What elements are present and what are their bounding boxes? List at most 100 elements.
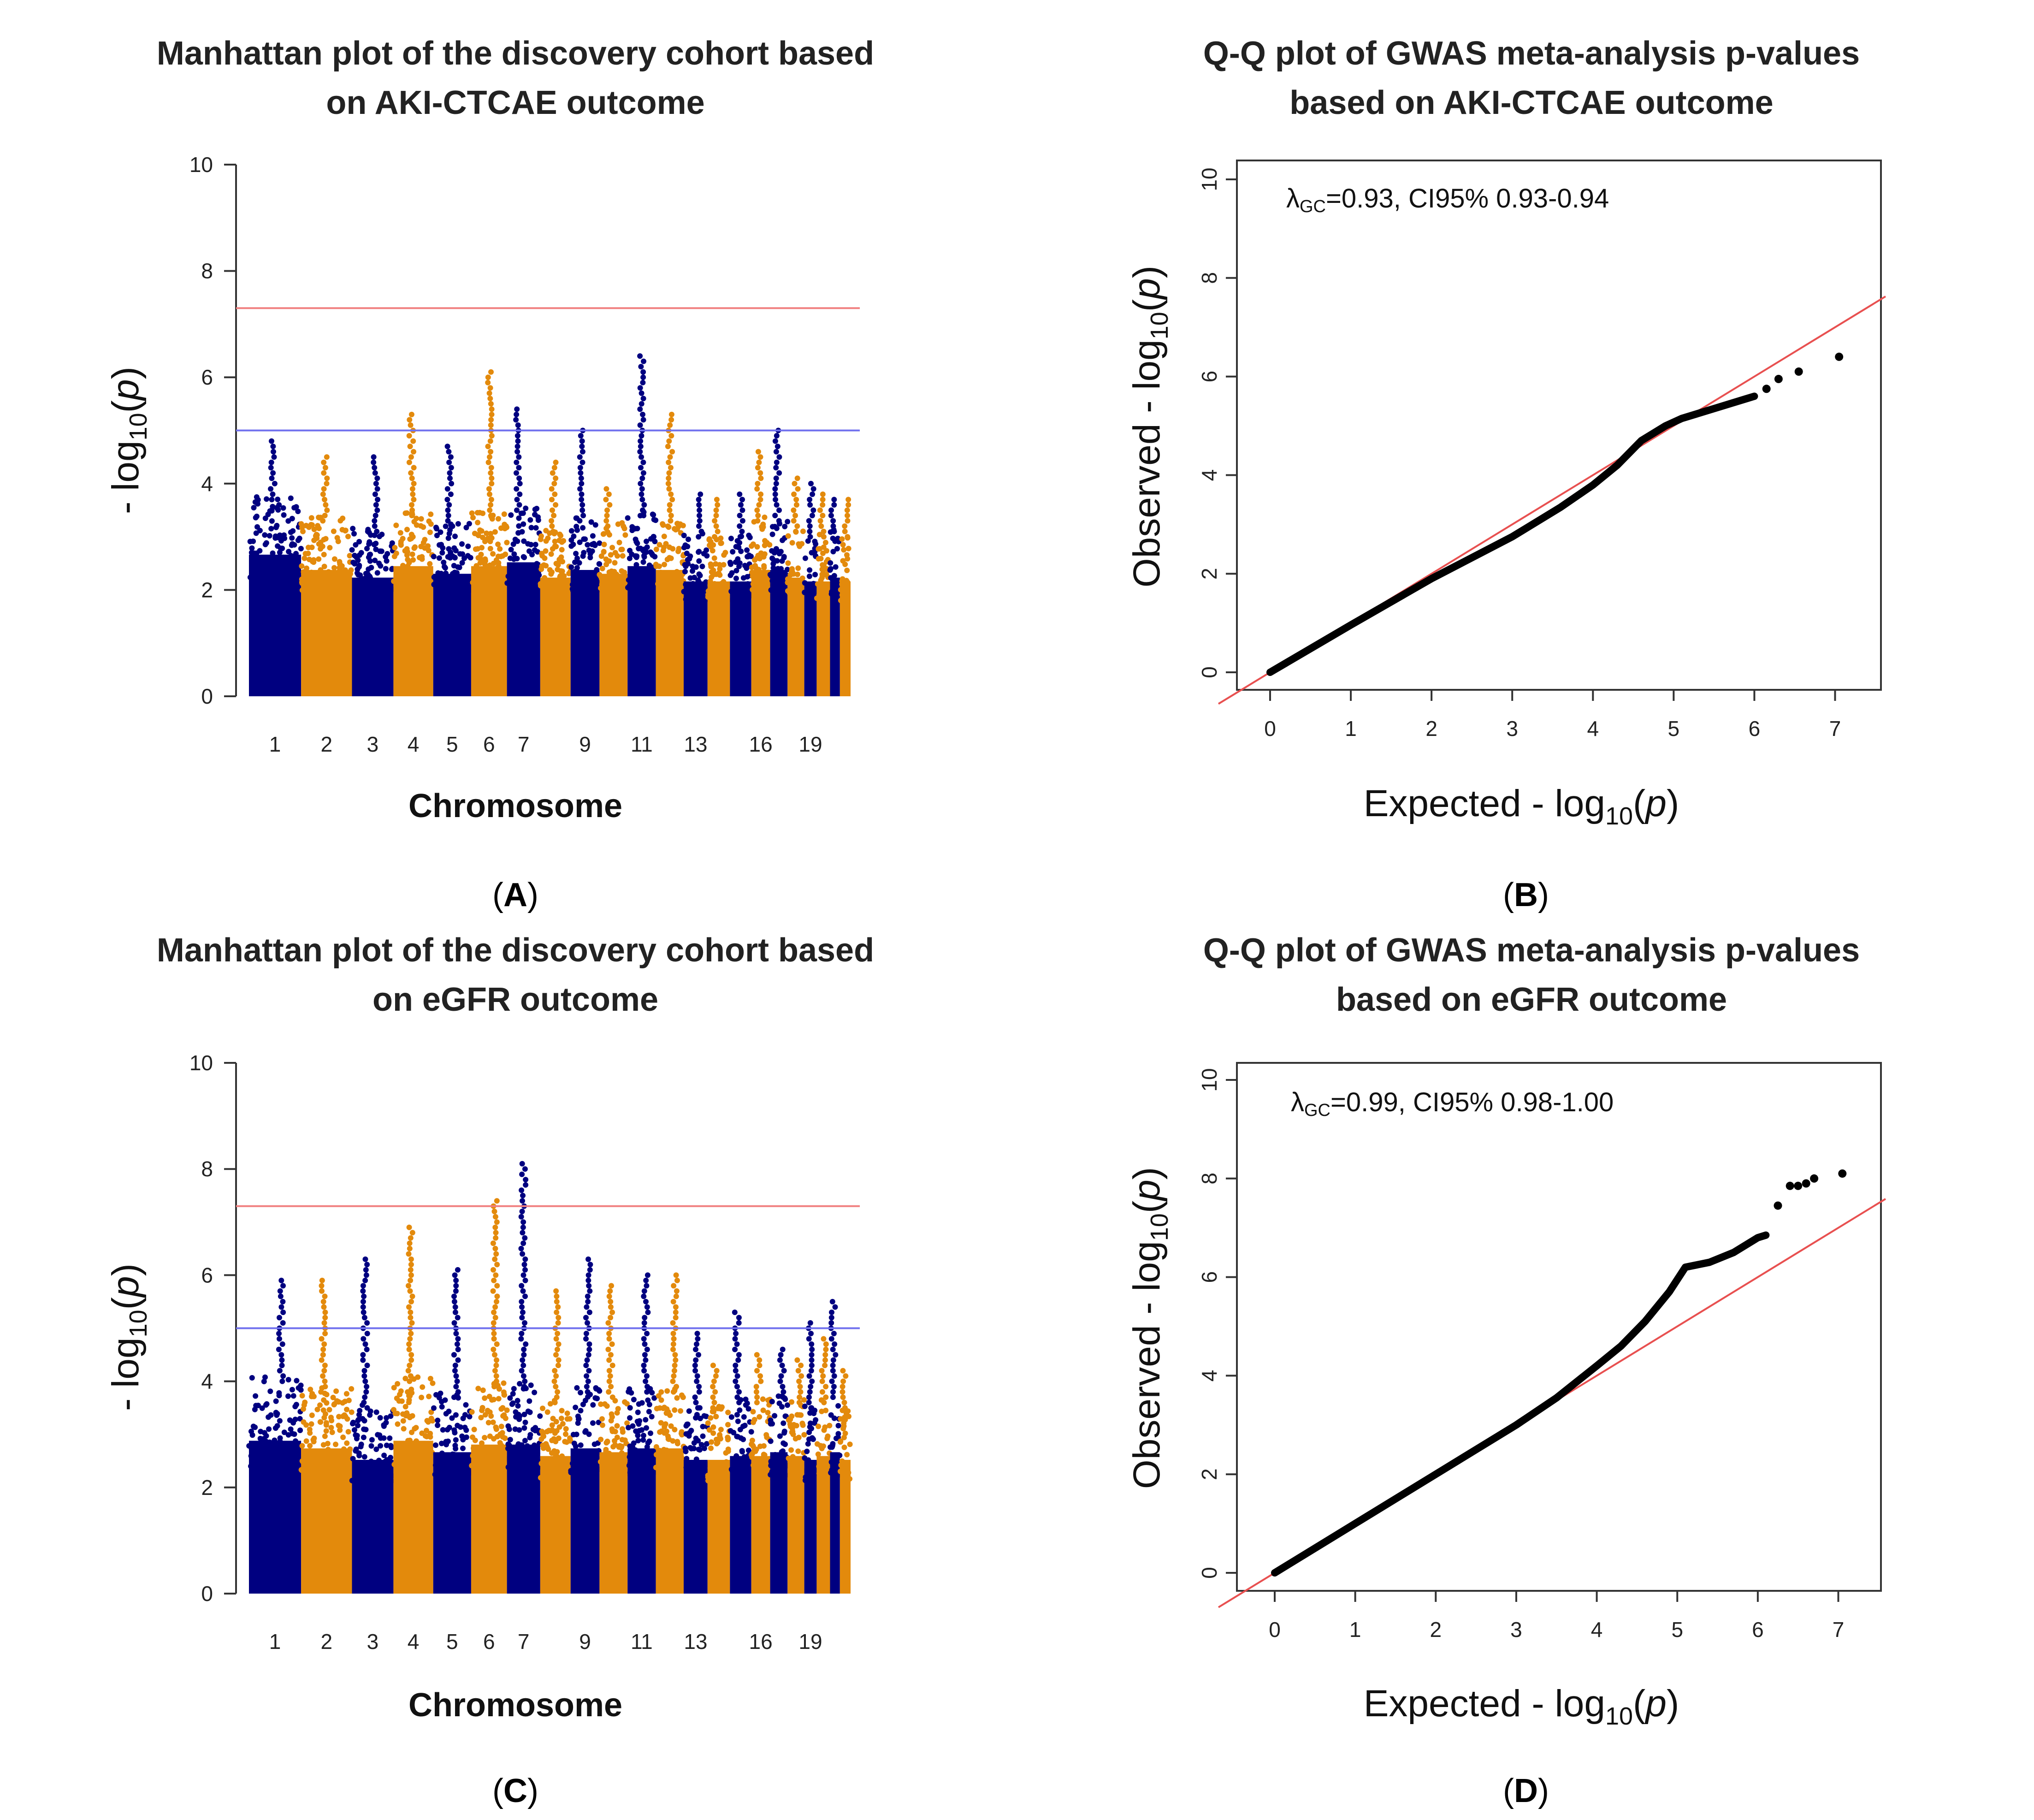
snp-point [452,534,458,539]
snp-point [521,1425,527,1431]
snp-peak-point [791,491,797,497]
snp-point [320,1442,326,1448]
snp-peak-point [643,1378,649,1384]
snp-peak-point [608,1315,614,1321]
snp-point [597,540,603,546]
snp-point [510,541,516,547]
snp-peak-point [673,1272,679,1278]
snp-point [277,550,283,556]
snp-peak-point [319,1357,325,1363]
snp-peak-point [640,396,646,402]
snp-point [521,580,527,585]
snp-point [350,526,356,532]
snp-point [263,540,269,546]
snp-point [266,1414,272,1420]
snp-point [717,1461,723,1466]
snp-point [383,566,389,572]
snp-peak-point [778,1373,784,1379]
snp-peak-point [322,465,328,471]
snp-peak-point [360,1298,366,1304]
snp-peak-point [609,1310,615,1315]
x-axis-label-p: p [1644,783,1667,824]
snp-point [806,573,812,579]
snp-peak-point [489,475,495,481]
snp-point [471,1445,477,1451]
snp-point [481,585,487,591]
snp-point [254,524,260,530]
snp-point [627,1454,633,1460]
snp-point [651,1456,657,1462]
snp-peak-point [493,1230,499,1236]
snp-point [276,1393,282,1399]
snp-peak-point [280,1373,286,1379]
snp-peak-point [713,507,719,513]
snp-point [708,1474,714,1480]
snp-point [711,1465,717,1471]
snp-point [411,545,417,551]
snp-point [498,1423,504,1429]
snp-point [425,1454,431,1460]
snp-point [358,1444,364,1450]
snp-point [751,1417,757,1423]
snp-peak-point [644,1346,650,1352]
snp-point [491,1397,497,1403]
snp-point [480,1387,486,1393]
snp-peak-point [486,486,492,492]
snp-point [650,512,656,518]
snp-point [525,1408,531,1414]
snp-point [678,582,684,588]
snp-peak-point [817,507,823,513]
snp-point [596,1448,602,1454]
snp-point [285,1448,291,1454]
snp-point [492,529,498,535]
snp-point [549,1437,555,1443]
snp-point [438,1390,443,1396]
snp-peak-point [587,1262,593,1268]
snp-peak-point [361,1368,367,1374]
snp-point [469,1409,475,1415]
snp-point [684,591,690,597]
snp-point [502,526,508,532]
snp-point [840,558,846,564]
snp-point [401,1426,407,1432]
snp-peak-point [271,454,277,460]
snp-point [640,1437,646,1443]
snp-point [760,1396,766,1402]
snp-point [807,1420,813,1426]
snp-point [608,1418,614,1423]
snp-peak-point [268,459,274,465]
snp-peak-point [494,1357,499,1363]
snp-point [558,1416,564,1422]
snp-peak-point [711,1399,717,1405]
manhattan-panel-c: Manhattan plot of the discovery cohort b… [105,932,874,1809]
snp-point [601,541,607,547]
snp-point [626,1463,632,1469]
snp-peak-point [668,417,674,423]
snp-peak-point [736,1399,742,1405]
snp-peak-point [829,1378,835,1384]
snp-point [465,543,471,549]
snp-point [324,1400,330,1406]
snp-peak-point [668,433,674,439]
snp-point [496,563,502,569]
snp-point [750,587,756,593]
snp-point [538,583,544,589]
snp-peak-point [608,1298,614,1304]
x-tick-label: 7 [518,1630,530,1654]
snp-point [814,1441,820,1447]
snp-point [708,1445,714,1451]
snp-peak-point [485,444,491,450]
snp-peak-point [322,1315,328,1321]
snp-point [603,1448,609,1454]
snp-point [669,1452,675,1458]
snp-peak-point [374,507,380,513]
snp-peak-point [606,1331,612,1336]
chromosome-12-points [653,411,686,696]
snp-peak-point [831,528,837,534]
snp-peak-point [319,1288,325,1294]
snp-point [460,1446,466,1451]
snp-point [288,529,294,535]
snp-point [487,1433,493,1439]
snp-point [443,570,449,576]
snp-point [357,1408,363,1414]
